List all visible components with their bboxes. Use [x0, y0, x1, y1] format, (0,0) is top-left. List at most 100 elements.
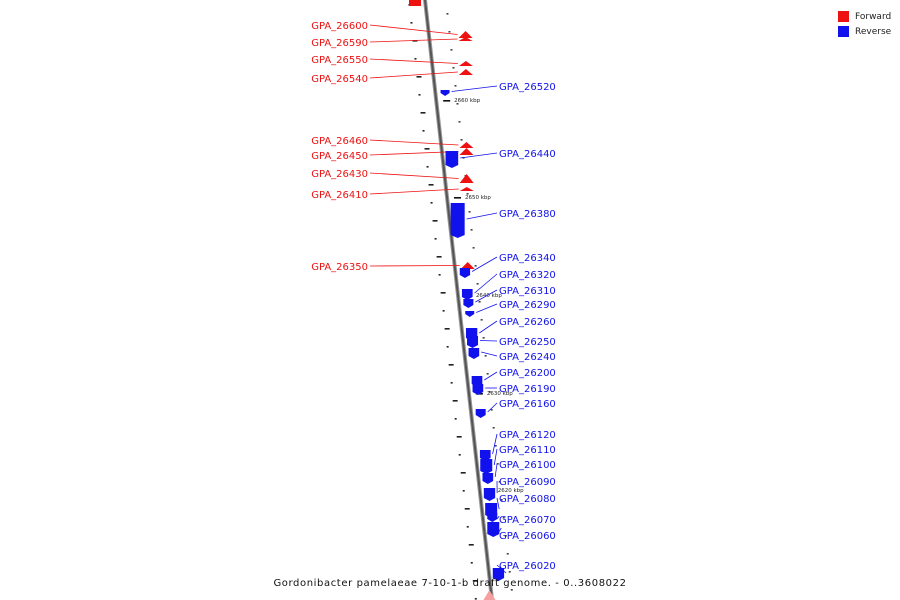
reverse-gene-GPA_26160[interactable] [475, 409, 486, 418]
reverse-gene-GPA_26310[interactable] [463, 299, 474, 308]
scale-tick [468, 544, 474, 546]
gene-label: GPA_26190 [499, 384, 556, 395]
genome-caption: Gordonibacter pamelaeae 7-10-1-b draft g… [273, 578, 627, 589]
gene-label: GPA_26540 [311, 74, 368, 85]
gene-label: GPA_26550 [311, 55, 368, 66]
forward-gene-GPA_26430[interactable] [459, 174, 474, 183]
reverse-gene-GPA_26380[interactable] [450, 203, 465, 238]
genome-axis [423, 0, 494, 600]
scale-tick [504, 535, 507, 537]
gene-label: GPA_26410 [311, 190, 368, 201]
scale-tick [486, 373, 489, 375]
gene-label: GPA_26440 [499, 149, 556, 160]
scale-tick [480, 319, 483, 321]
reverse-gene-GPA_26110[interactable] [480, 459, 493, 474]
gene-label: GPA_26240 [499, 352, 556, 363]
scale-tick [468, 211, 471, 213]
gene-leader [496, 527, 502, 536]
gene-leader [369, 139, 459, 146]
scale-label: 2650 kbp [465, 195, 491, 201]
scale-tick [464, 508, 470, 510]
scale-tick [452, 67, 455, 69]
scale-tick [460, 472, 466, 474]
gene-leader [496, 515, 500, 520]
scale-tick [414, 58, 417, 60]
reverse-gene-GPA_26090[interactable] [483, 488, 496, 501]
gene-leader [481, 351, 498, 357]
forward-gene-GPA_26600[interactable] [458, 31, 473, 38]
scale-label: 2660 kbp [454, 98, 480, 104]
legend-forward-label: Forward [855, 11, 892, 22]
reverse-gene-GPA_26020[interactable] [492, 568, 505, 581]
gene-leader [369, 188, 459, 195]
gene-label: GPA_26520 [499, 82, 556, 93]
forward-gene-GPA_26590[interactable] [458, 37, 473, 41]
scale-tick [454, 85, 457, 87]
scale-tick [450, 49, 453, 51]
scale-tick [458, 454, 461, 456]
scale-tick [448, 31, 451, 33]
forward-gene-GPA_26350[interactable] [460, 262, 475, 269]
scale-tick [456, 103, 459, 105]
scale-tick [470, 229, 473, 231]
gene-leader [369, 172, 459, 179]
scale-tick [436, 256, 442, 258]
gene-label: GPA_26080 [499, 494, 556, 505]
forward-gene-GPA_26410[interactable] [459, 187, 474, 191]
forward-gene-partial-bottom[interactable] [483, 590, 496, 600]
scale-tick [416, 76, 422, 78]
reverse-gene-GPA_26240[interactable] [468, 348, 480, 359]
forward-gene-GPA_26550[interactable] [458, 61, 473, 66]
scale-tick [426, 166, 429, 168]
reverse-gene-GPA_26440[interactable] [445, 151, 459, 168]
reverse-gene-GPA_26290[interactable] [465, 311, 475, 317]
scale-tick [508, 571, 511, 573]
scale-tick [410, 22, 413, 24]
gene-leader [484, 371, 498, 381]
gene-leader [493, 448, 498, 466]
gene-label: GPA_26340 [499, 253, 556, 264]
scale-tick [498, 481, 501, 483]
scale-tick [466, 526, 469, 528]
forward-gene-GPA_26540[interactable] [458, 69, 473, 75]
gene-label: GPA_26590 [311, 38, 368, 49]
gene-leader [476, 303, 498, 313]
reverse-gene-GPA_26120[interactable] [479, 450, 491, 461]
reverse-gene-GPA_26070[interactable] [487, 513, 498, 522]
scale-tick [458, 121, 461, 123]
gene-leader [496, 564, 507, 574]
gene-label: GPA_26070 [499, 515, 556, 526]
scale-tick [484, 355, 487, 357]
legend-reverse: Reverse [838, 24, 891, 39]
gene-label: GPA_26350 [311, 262, 368, 273]
gene-leader [369, 24, 458, 35]
scale-tick [424, 148, 430, 150]
scale-tick [502, 517, 505, 519]
reverse-gene-GPA_26340[interactable] [459, 268, 471, 278]
reverse-gene-GPA_26250[interactable] [467, 336, 479, 348]
reverse-gene-GPA_26100[interactable] [482, 473, 494, 484]
scale-tick [474, 265, 477, 267]
reverse-gene-GPA_26320[interactable] [461, 289, 473, 300]
gene-leader [487, 402, 498, 413]
scale-tick [470, 562, 473, 564]
gene-leader [480, 340, 498, 342]
scale-tick [482, 337, 485, 339]
scale-label: 2620 kbp [498, 488, 524, 494]
scale-tick [472, 580, 478, 582]
gene-label: GPA_26320 [499, 270, 556, 281]
reverse-gene-GPA_26190[interactable] [472, 384, 484, 395]
scale-tick [450, 382, 453, 384]
gene-leader [369, 265, 460, 267]
forward-gene-GPA_26460[interactable] [459, 142, 474, 148]
reverse-gene-GPA_26520[interactable] [440, 90, 450, 96]
forward-gene-GPA_26450[interactable] [459, 148, 474, 155]
gene-leader [369, 151, 459, 156]
scale-tick [428, 184, 434, 186]
forward-gene-partial-top[interactable] [409, 0, 421, 6]
scale-tick [448, 364, 454, 366]
reverse-gene-GPA_26060[interactable] [487, 522, 500, 537]
gene-leader [494, 463, 498, 478]
gene-label: GPA_26380 [499, 209, 556, 220]
